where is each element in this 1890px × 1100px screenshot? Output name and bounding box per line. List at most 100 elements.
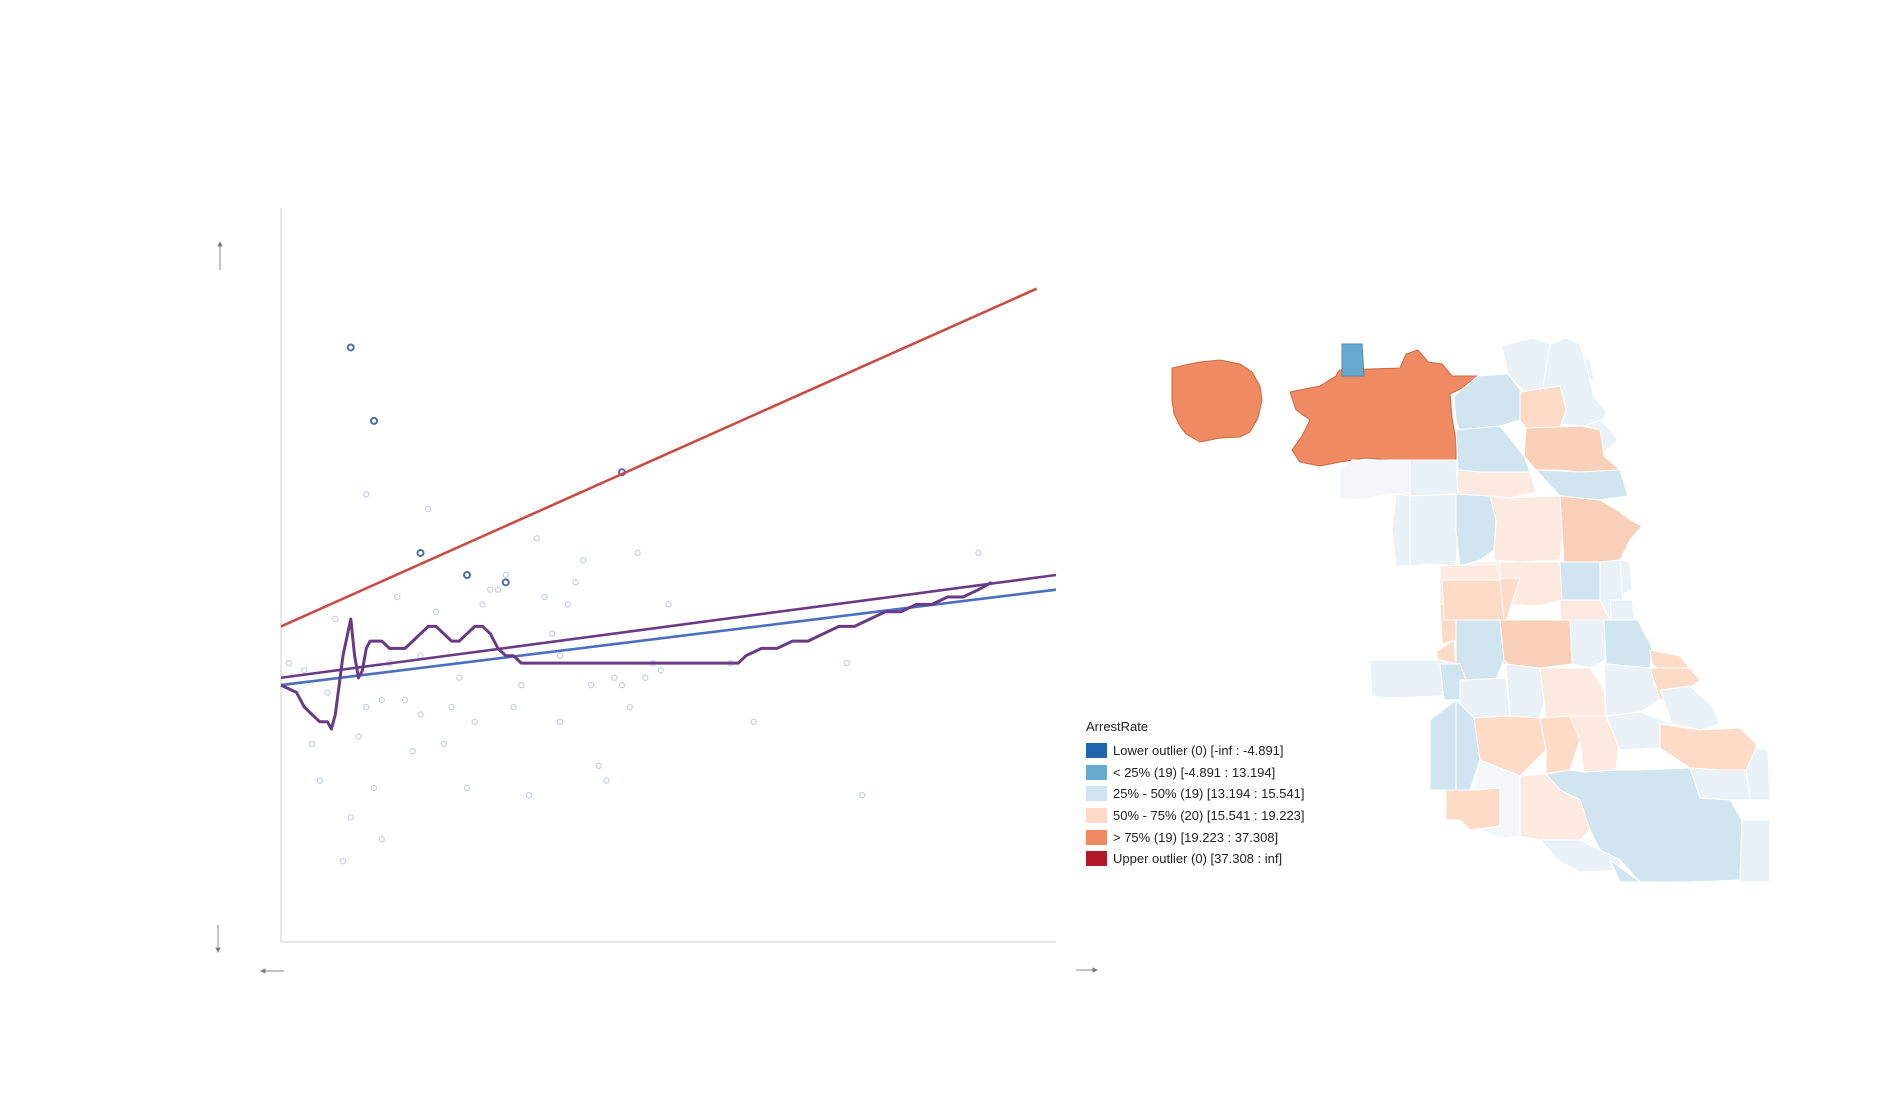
legend-swatch (1086, 786, 1107, 802)
data-point (603, 777, 610, 784)
map-region (1445, 787, 1501, 831)
map-region (1649, 649, 1692, 671)
highlighted-data-point (416, 548, 425, 557)
legend-item-q2: 25% - 50% (19) [13.194 : 15.541] (1086, 783, 1305, 805)
data-point (510, 703, 517, 711)
map-region (1455, 425, 1531, 473)
data-point (479, 601, 486, 608)
data-point (363, 703, 370, 711)
data-point (611, 674, 618, 681)
data-point (355, 733, 362, 740)
legend-swatch (1086, 764, 1107, 780)
legend-label: Lower outlier (0) [-inf : -4.891] (1113, 743, 1284, 759)
data-point (409, 747, 416, 755)
map-region (1539, 667, 1607, 719)
data-point (642, 674, 649, 681)
map-region (1341, 343, 1365, 377)
data-point (572, 579, 579, 586)
map-region (1745, 747, 1771, 801)
map-region (1559, 495, 1643, 563)
map-region (1391, 493, 1411, 567)
legend-label: < 25% (19) [-4.891 : 13.194] (1113, 764, 1276, 780)
map-region (1339, 459, 1411, 501)
x-left-arrow-head (259, 968, 266, 974)
data-point (378, 696, 385, 703)
legend-label: Upper outlier (0) [37.308 : inf] (1113, 851, 1283, 867)
legend-label: > 75% (19) [19.223 : 37.308] (1113, 829, 1279, 845)
highlighted-data-point (346, 343, 355, 352)
map-region (1499, 619, 1573, 669)
data-point (665, 601, 672, 608)
data-point (417, 711, 424, 718)
data-point (347, 814, 354, 821)
data-point (378, 836, 385, 843)
data-point (448, 703, 455, 711)
data-point (440, 740, 447, 748)
fit-line-red (280, 287, 1038, 628)
data-point (750, 718, 757, 726)
data-point (587, 681, 595, 689)
data-point (618, 681, 626, 689)
points-layer (285, 343, 982, 865)
data-point (463, 784, 471, 792)
map-region (1534, 469, 1629, 501)
legend-item-q4: > 75% (19) [19.223 : 37.308] (1086, 826, 1305, 848)
data-point (316, 777, 323, 784)
smooth-curve (280, 580, 993, 731)
map-region (1455, 493, 1497, 567)
highlighted-data-point (370, 416, 378, 425)
map-region (1489, 495, 1565, 563)
data-point (471, 718, 478, 726)
data-point (285, 659, 292, 667)
map-region (1519, 385, 1567, 429)
data-point (394, 593, 401, 601)
y-down-arrow-head (215, 947, 221, 954)
data-point (487, 586, 494, 593)
data-point (549, 630, 556, 637)
data-point (339, 858, 347, 865)
data-point (518, 681, 525, 689)
map-region (1455, 469, 1537, 499)
legend-label: 25% - 50% (19) [13.194 : 15.541] (1113, 786, 1305, 802)
legend-swatch (1086, 851, 1107, 867)
data-point (401, 696, 409, 703)
data-point (525, 792, 533, 799)
legend-swatch (1086, 743, 1107, 759)
data-point (432, 608, 440, 615)
x-right-arrow-head (1092, 967, 1099, 973)
lines-layer (280, 287, 1057, 731)
fit-line-purple (280, 573, 1057, 680)
map-region (1608, 858, 1642, 883)
data-point (541, 593, 548, 601)
data-point (580, 557, 587, 564)
map-region (1739, 819, 1771, 883)
map-region (1659, 723, 1759, 771)
highlighted-data-point (463, 571, 471, 579)
data-point (363, 491, 370, 498)
legend-item-q3: 50% - 75% (20) [15.541 : 19.223] (1086, 805, 1305, 827)
data-point (301, 667, 308, 674)
map-regions (1171, 337, 1771, 883)
data-point (657, 667, 664, 674)
map-region (1505, 663, 1547, 719)
y-up-arrow-head (217, 240, 223, 247)
data-point (634, 549, 641, 557)
data-point (975, 549, 982, 557)
data-point (308, 740, 316, 748)
data-point (595, 762, 602, 770)
data-point (370, 784, 378, 792)
legend-label: 50% - 75% (20) [15.541 : 19.223] (1113, 808, 1305, 824)
map-region (1538, 839, 1621, 873)
map-region (1569, 619, 1607, 669)
map-region (1429, 698, 1457, 791)
map-region (1603, 619, 1653, 669)
data-point (859, 792, 866, 799)
map-region (1407, 493, 1459, 567)
data-point (626, 703, 633, 711)
data-point (502, 571, 509, 579)
map-region (1441, 579, 1505, 621)
data-point (556, 652, 564, 659)
data-point (324, 689, 331, 696)
